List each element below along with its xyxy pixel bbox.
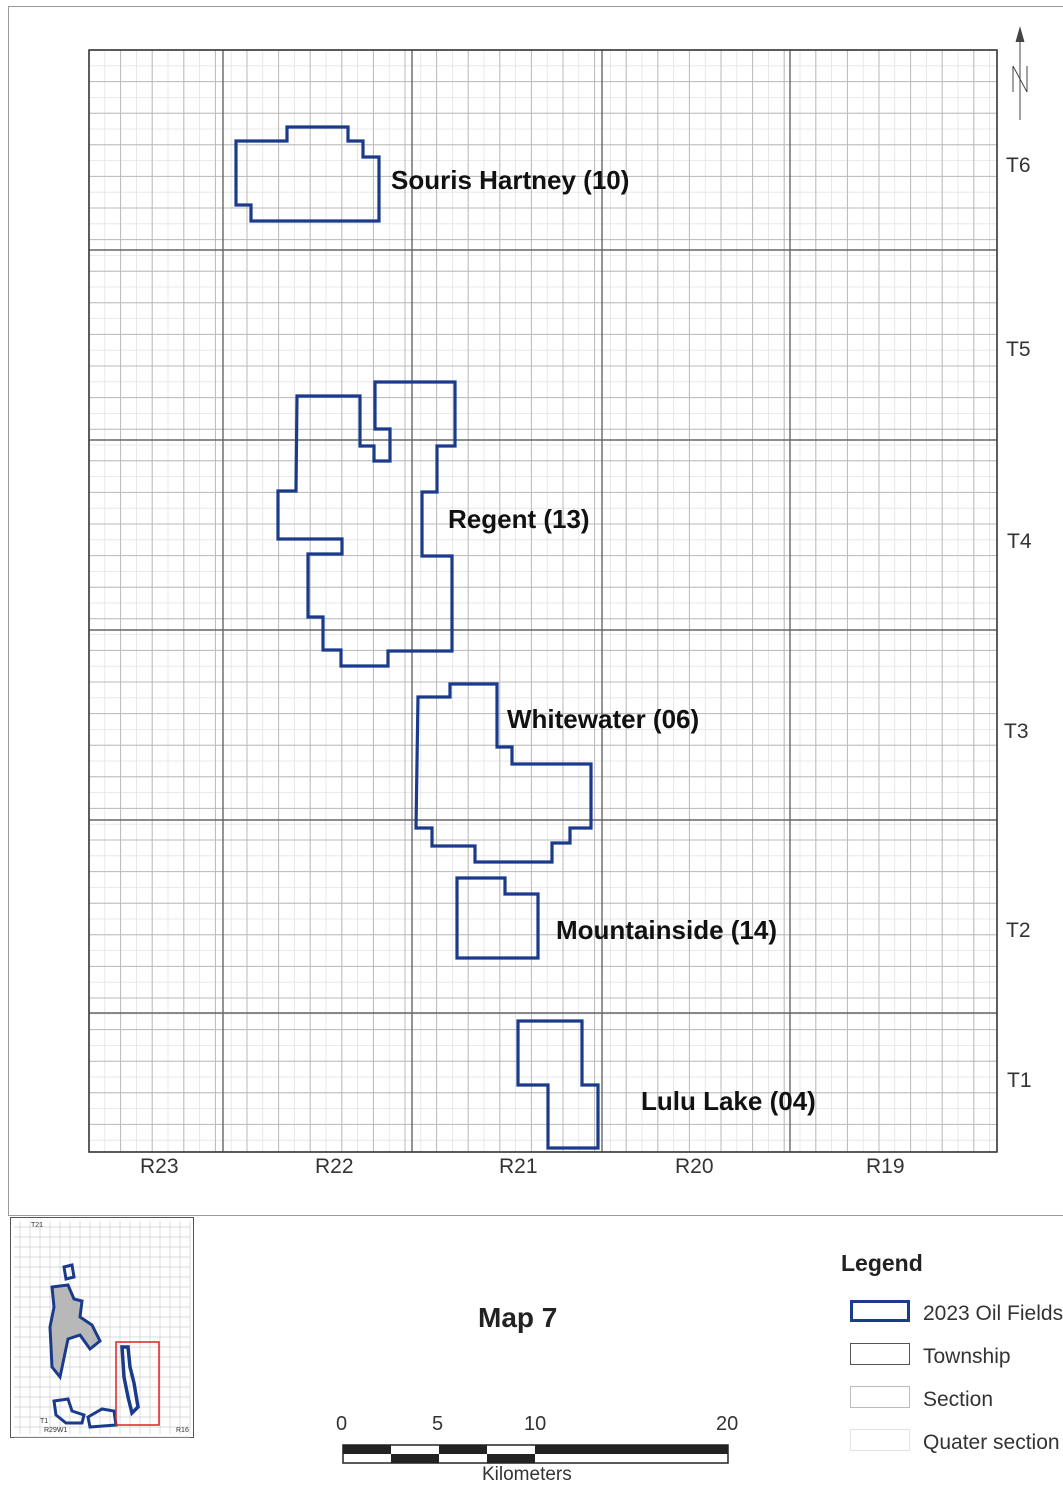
map-frame: [8, 6, 1063, 1216]
legend-label-quarter-section: Quater section: [923, 1431, 1060, 1454]
inset-label-top: T21: [31, 1222, 43, 1229]
inset-label-range: R29W1: [44, 1427, 67, 1434]
township-label-t5: T5: [1006, 338, 1031, 361]
range-label-r21: R21: [499, 1155, 538, 1178]
north-arrow-icon: [1012, 26, 1028, 120]
legend-swatch-section: [850, 1386, 910, 1408]
map-border: [88, 49, 998, 1153]
field-outline-mountainside: [455, 876, 540, 960]
legend-swatch-oil-fields: [850, 1300, 910, 1322]
legend-label-section: Section: [923, 1388, 994, 1411]
field-outline-whitewater: [414, 682, 593, 864]
inset-highlight-box: [115, 1341, 160, 1426]
field-outline-souris-hartney: [234, 125, 381, 223]
field-outline-lulu-lake: [516, 1019, 600, 1150]
inset-field-5: [120, 1345, 140, 1417]
range-label-r20: R20: [675, 1155, 714, 1178]
field-label-souris-hartney: Souris Hartney (10): [391, 165, 629, 195]
scale-unit-label: Kilometers: [482, 1464, 572, 1485]
legend-title: Legend: [841, 1250, 923, 1276]
scale-bar: [342, 1444, 729, 1464]
township-label-t3: T3: [1004, 720, 1029, 743]
main-map: Souris Hartney (10) Regent (13) Whitewat…: [88, 26, 1032, 1178]
legend-swatch-township: [850, 1343, 910, 1365]
inset-label-r16: R16: [176, 1427, 189, 1434]
range-label-r23: R23: [140, 1155, 179, 1178]
scale-tick-10: 10: [524, 1413, 547, 1435]
township-label-t2: T2: [1006, 919, 1031, 942]
range-label-r19: R19: [866, 1155, 905, 1178]
scale-tick-20: 20: [716, 1413, 739, 1435]
field-outline-regent: [276, 380, 457, 668]
inset-field-2: [48, 1283, 102, 1381]
field-label-whitewater: Whitewater (06): [507, 704, 699, 734]
inset-field-4: [86, 1407, 118, 1429]
scale-tick-0: 0: [336, 1413, 348, 1435]
township-grid: [88, 49, 998, 1153]
inset-map: T21 T1 R29W1 R16: [10, 1217, 194, 1438]
range-label-r22: R22: [315, 1155, 354, 1178]
field-label-lulu-lake: Lulu Lake (04): [641, 1086, 816, 1116]
township-label-t4: T4: [1007, 530, 1032, 553]
legend-swatch-quarter-section: [850, 1429, 910, 1451]
inset-field-3: [52, 1397, 86, 1425]
field-label-mountainside: Mountainside (14): [556, 915, 777, 945]
map-title: Map 7: [478, 1302, 558, 1333]
field-label-regent: Regent (13): [448, 504, 590, 534]
scale-tick-5: 5: [432, 1413, 444, 1435]
legend-label-township: Township: [923, 1345, 1011, 1368]
legend-label-oil-fields: 2023 Oil Fields: [923, 1302, 1063, 1325]
inset-label-t1: T1: [40, 1418, 48, 1425]
section-grid: [89, 50, 997, 1152]
quarter-section-grid: [89, 50, 997, 1152]
township-label-t1: T1: [1007, 1069, 1032, 1092]
inset-field-1: [62, 1263, 76, 1281]
township-label-t6: T6: [1006, 154, 1031, 177]
